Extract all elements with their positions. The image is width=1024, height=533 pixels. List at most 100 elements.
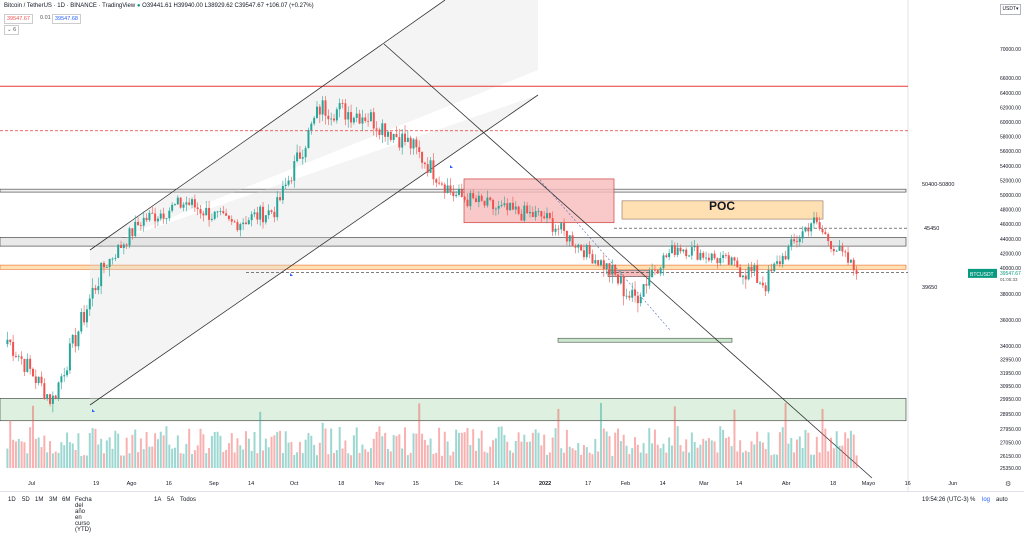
candle-body xyxy=(171,204,174,211)
volume-bar xyxy=(199,428,202,468)
volume-bar xyxy=(142,449,145,468)
range-button[interactable]: 1M xyxy=(35,497,44,503)
candle-body xyxy=(631,289,634,298)
volume-bar xyxy=(54,451,57,468)
time-tick-label: 14 xyxy=(736,481,742,487)
volume-bar xyxy=(457,432,460,468)
range-button[interactable]: 5A xyxy=(167,497,175,503)
gear-icon[interactable]: ⚙ xyxy=(1005,481,1012,488)
candle-body xyxy=(659,268,662,274)
volume-bar xyxy=(713,441,716,468)
candle-body xyxy=(764,285,767,292)
volume-bar xyxy=(636,444,639,468)
candle-body xyxy=(804,227,807,232)
volume-bar xyxy=(60,442,63,468)
range-button[interactable]: 1A xyxy=(154,497,162,503)
currency-select[interactable]: USDT▾ xyxy=(1000,4,1021,15)
auto-toggle[interactable]: auto xyxy=(996,497,1008,503)
candle-body xyxy=(361,117,364,124)
volume-bar xyxy=(80,455,83,468)
candle-body xyxy=(648,277,651,286)
candle-body xyxy=(801,231,804,239)
volume-bar xyxy=(358,452,361,468)
range-button[interactable]: 6M xyxy=(62,497,71,503)
candle-body xyxy=(230,219,233,222)
candle-body xyxy=(117,244,120,258)
candle-body xyxy=(662,255,665,269)
range-button[interactable]: 5D xyxy=(22,497,30,503)
volume-bar xyxy=(91,428,94,468)
volume-bar xyxy=(514,441,517,468)
candle-body xyxy=(54,395,57,399)
candle-body xyxy=(750,266,753,272)
candle-body xyxy=(608,263,611,275)
candle-body xyxy=(333,118,336,121)
volume-bar xyxy=(210,436,213,468)
volume-bar xyxy=(531,432,534,468)
countdown-label: 01:05:33 xyxy=(1000,277,1018,282)
volume-bar xyxy=(381,436,384,468)
volume-bar xyxy=(571,448,574,468)
price-chart[interactable]: 70000.00 66000.00 64000.00 62000.00 60000.00… xyxy=(0,0,1024,508)
volume-bar xyxy=(222,451,225,468)
candle-body xyxy=(276,197,279,218)
volume-bar xyxy=(537,432,540,468)
range-button[interactable]: Fecha del año en curso (YTD) xyxy=(75,497,92,533)
candle-body xyxy=(585,244,588,258)
candle-body xyxy=(20,356,23,359)
time-tick-label: Nov xyxy=(375,481,385,487)
candle-body xyxy=(793,239,796,242)
candle-body xyxy=(193,199,196,208)
range-button[interactable]: 3M xyxy=(49,497,58,503)
volume-bar xyxy=(412,433,415,468)
time-tick-label: Jun xyxy=(948,481,957,487)
volume-bar xyxy=(321,422,324,468)
candle-body xyxy=(619,276,622,284)
volume-bar xyxy=(171,448,174,468)
candle-body xyxy=(494,208,497,210)
volume-bar xyxy=(673,406,676,468)
volume-bar xyxy=(315,455,318,468)
volume-bar xyxy=(801,447,804,468)
candle-body xyxy=(273,211,276,218)
candle-body xyxy=(372,112,375,129)
volume-bar xyxy=(469,445,472,468)
volume-bar xyxy=(682,451,685,468)
candle-body xyxy=(506,203,509,211)
range-button[interactable]: 1D xyxy=(8,497,16,503)
sell-button[interactable]: 39547.67 xyxy=(4,14,33,24)
candle-body xyxy=(455,194,458,197)
price-tick-label: 25350.00 xyxy=(1000,466,1021,472)
volume-bar xyxy=(466,427,469,468)
candle-body xyxy=(483,200,486,206)
candle-body xyxy=(582,250,585,258)
candle-body xyxy=(298,152,301,159)
candle-body xyxy=(446,185,449,193)
time-tick-label: 17 xyxy=(585,481,591,487)
candle-body xyxy=(818,222,821,229)
volume-bar xyxy=(409,452,412,468)
volume-bar xyxy=(455,429,458,468)
time-tick-label: 14 xyxy=(660,481,666,487)
candle-body xyxy=(560,223,563,230)
volume-bar xyxy=(216,431,219,468)
candle-body xyxy=(34,376,37,383)
time-tick-label: 14 xyxy=(493,481,499,487)
volume-bar xyxy=(690,432,693,468)
indicators-toggle[interactable]: ⌄ 6 xyxy=(4,25,20,35)
volume-bar xyxy=(563,452,566,468)
range-button[interactable]: Todos xyxy=(180,497,197,503)
volume-bar xyxy=(108,437,111,468)
volume-bar xyxy=(128,453,131,468)
candle-body xyxy=(551,218,554,232)
candle-body xyxy=(710,253,713,261)
candle-body xyxy=(310,123,313,130)
volume-bar xyxy=(557,408,560,468)
candle-body xyxy=(43,383,46,399)
candle-body xyxy=(208,207,211,220)
buy-button[interactable]: 39547.68 xyxy=(52,14,81,24)
volume-bar xyxy=(273,435,276,468)
log-toggle[interactable]: log xyxy=(982,497,991,503)
candle-body xyxy=(233,221,236,223)
percent-toggle[interactable]: % xyxy=(970,497,976,503)
